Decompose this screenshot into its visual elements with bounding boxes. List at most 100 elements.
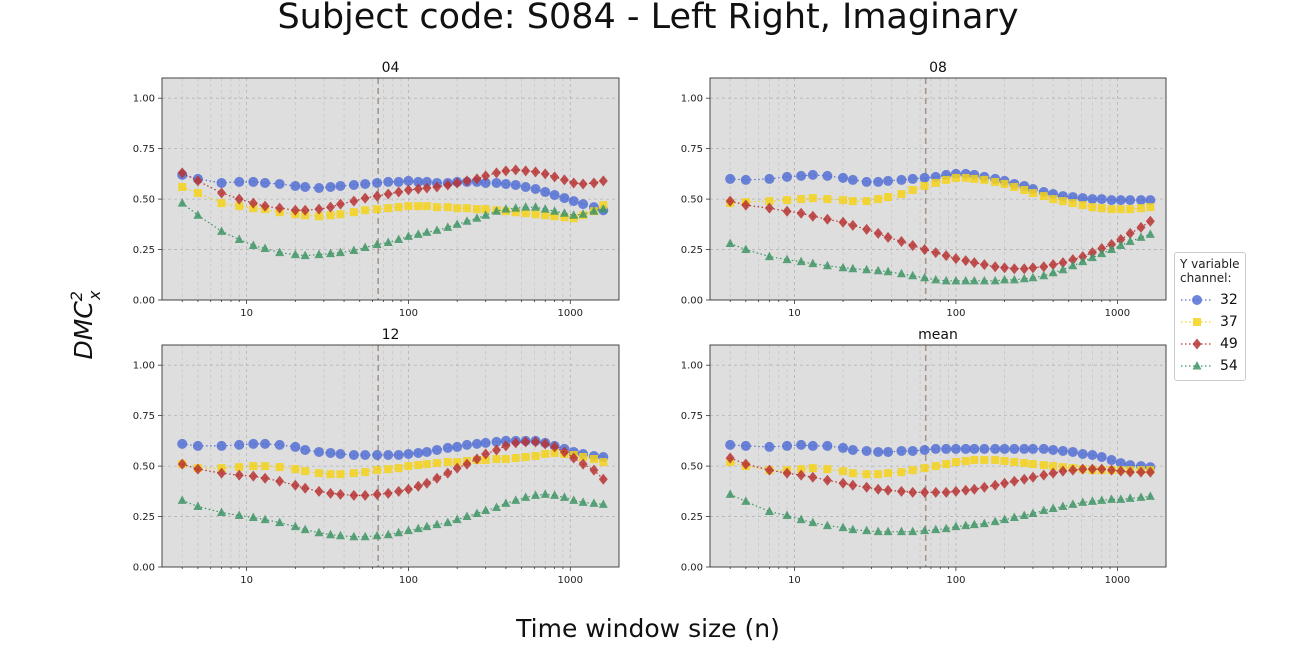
data-point-49 xyxy=(1125,227,1135,239)
subplot-title: 08 xyxy=(929,60,947,76)
data-point-49 xyxy=(1078,463,1088,475)
data-point-54 xyxy=(961,520,971,530)
data-point-49 xyxy=(1097,243,1107,255)
data-point-54 xyxy=(559,492,569,501)
data-point-54 xyxy=(951,521,961,531)
axes-frame xyxy=(709,344,1167,568)
data-point-37 xyxy=(823,465,832,474)
data-point-49 xyxy=(920,486,930,498)
data-point-49 xyxy=(349,489,359,501)
subplot-title: 12 xyxy=(382,327,400,343)
data-point-37 xyxy=(291,465,300,474)
data-point-37 xyxy=(1010,182,1019,191)
data-point-54 xyxy=(335,247,345,257)
y-tick-label: 0.50 xyxy=(681,195,703,206)
data-point-54 xyxy=(1000,274,1010,284)
data-point-37 xyxy=(848,197,857,206)
data-point-49 xyxy=(413,183,423,195)
data-point-54 xyxy=(1097,248,1107,258)
data-point-49 xyxy=(260,200,270,212)
data-point-32 xyxy=(1048,444,1059,455)
data-point-37 xyxy=(404,462,413,471)
x-tick-label: 100 xyxy=(946,575,965,586)
x-tick-label: 1000 xyxy=(558,575,583,586)
data-point-49 xyxy=(1145,215,1155,227)
data-point-54 xyxy=(908,526,918,536)
series-group xyxy=(177,435,609,541)
data-point-49 xyxy=(422,477,432,489)
data-point-32 xyxy=(873,446,884,457)
data-point-54 xyxy=(782,510,792,520)
data-point-32 xyxy=(883,175,894,186)
data-point-49 xyxy=(335,488,345,500)
data-point-37 xyxy=(1049,462,1058,471)
data-point-37 xyxy=(599,458,608,467)
data-point-32 xyxy=(764,441,775,452)
data-point-37 xyxy=(961,173,970,182)
data-point-49 xyxy=(808,471,818,483)
data-point-37 xyxy=(1068,199,1077,208)
data-point-32 xyxy=(1115,195,1126,206)
data-point-49 xyxy=(822,213,832,225)
data-point-49 xyxy=(961,484,971,496)
data-point-49 xyxy=(314,203,324,215)
data-point-32 xyxy=(290,180,301,191)
data-point-54 xyxy=(432,225,442,234)
data-point-37 xyxy=(414,461,423,470)
data-point-37 xyxy=(432,203,441,212)
data-point-49 xyxy=(1048,259,1058,271)
data-point-49 xyxy=(234,193,244,205)
data-point-49 xyxy=(782,205,792,217)
data-point-49 xyxy=(1136,221,1146,233)
data-point-49 xyxy=(1028,471,1038,483)
data-point-49 xyxy=(349,195,359,207)
data-point-49 xyxy=(569,452,579,464)
data-point-54 xyxy=(260,514,270,524)
data-point-37 xyxy=(384,204,393,213)
data-point-49 xyxy=(931,486,941,498)
data-point-32 xyxy=(421,176,432,187)
data-point-49 xyxy=(896,235,906,247)
data-point-54 xyxy=(1097,495,1107,504)
data-point-49 xyxy=(491,444,501,456)
x-tick-label: 10 xyxy=(788,575,801,586)
data-point-32 xyxy=(413,447,424,458)
data-point-54 xyxy=(432,519,442,529)
y-tick-label: 0.25 xyxy=(133,512,155,523)
data-point-37 xyxy=(314,212,323,221)
data-point-49 xyxy=(589,177,599,189)
data-point-49 xyxy=(472,173,482,185)
data-point-32 xyxy=(873,176,884,187)
data-point-49 xyxy=(941,250,951,262)
data-point-49 xyxy=(540,168,550,180)
data-point-54 xyxy=(177,198,187,207)
data-point-54 xyxy=(1116,494,1126,503)
data-point-49 xyxy=(394,186,404,198)
data-point-32 xyxy=(360,178,371,189)
data-point-37 xyxy=(1028,460,1037,469)
data-point-49 xyxy=(838,216,848,228)
data-point-32 xyxy=(1087,449,1098,460)
data-point-32 xyxy=(861,445,872,456)
data-point-54 xyxy=(951,275,961,285)
data-point-54 xyxy=(472,508,482,518)
data-point-54 xyxy=(1125,493,1135,502)
data-point-32 xyxy=(919,444,930,455)
data-point-37 xyxy=(560,213,569,222)
data-point-37 xyxy=(301,467,310,476)
data-point-49 xyxy=(951,485,961,497)
data-point-37 xyxy=(942,460,951,469)
data-point-54 xyxy=(413,523,423,533)
data-point-32 xyxy=(950,443,961,454)
data-point-49 xyxy=(403,483,413,495)
data-point-54 xyxy=(193,210,203,219)
data-point-37 xyxy=(492,455,501,464)
data-point-54 xyxy=(511,495,521,504)
data-point-37 xyxy=(404,202,413,211)
data-point-49 xyxy=(1048,467,1058,479)
data-point-49 xyxy=(578,178,588,190)
data-point-32 xyxy=(847,174,858,185)
data-point-37 xyxy=(897,468,906,477)
data-point-49 xyxy=(193,175,203,187)
data-point-37 xyxy=(920,464,929,473)
